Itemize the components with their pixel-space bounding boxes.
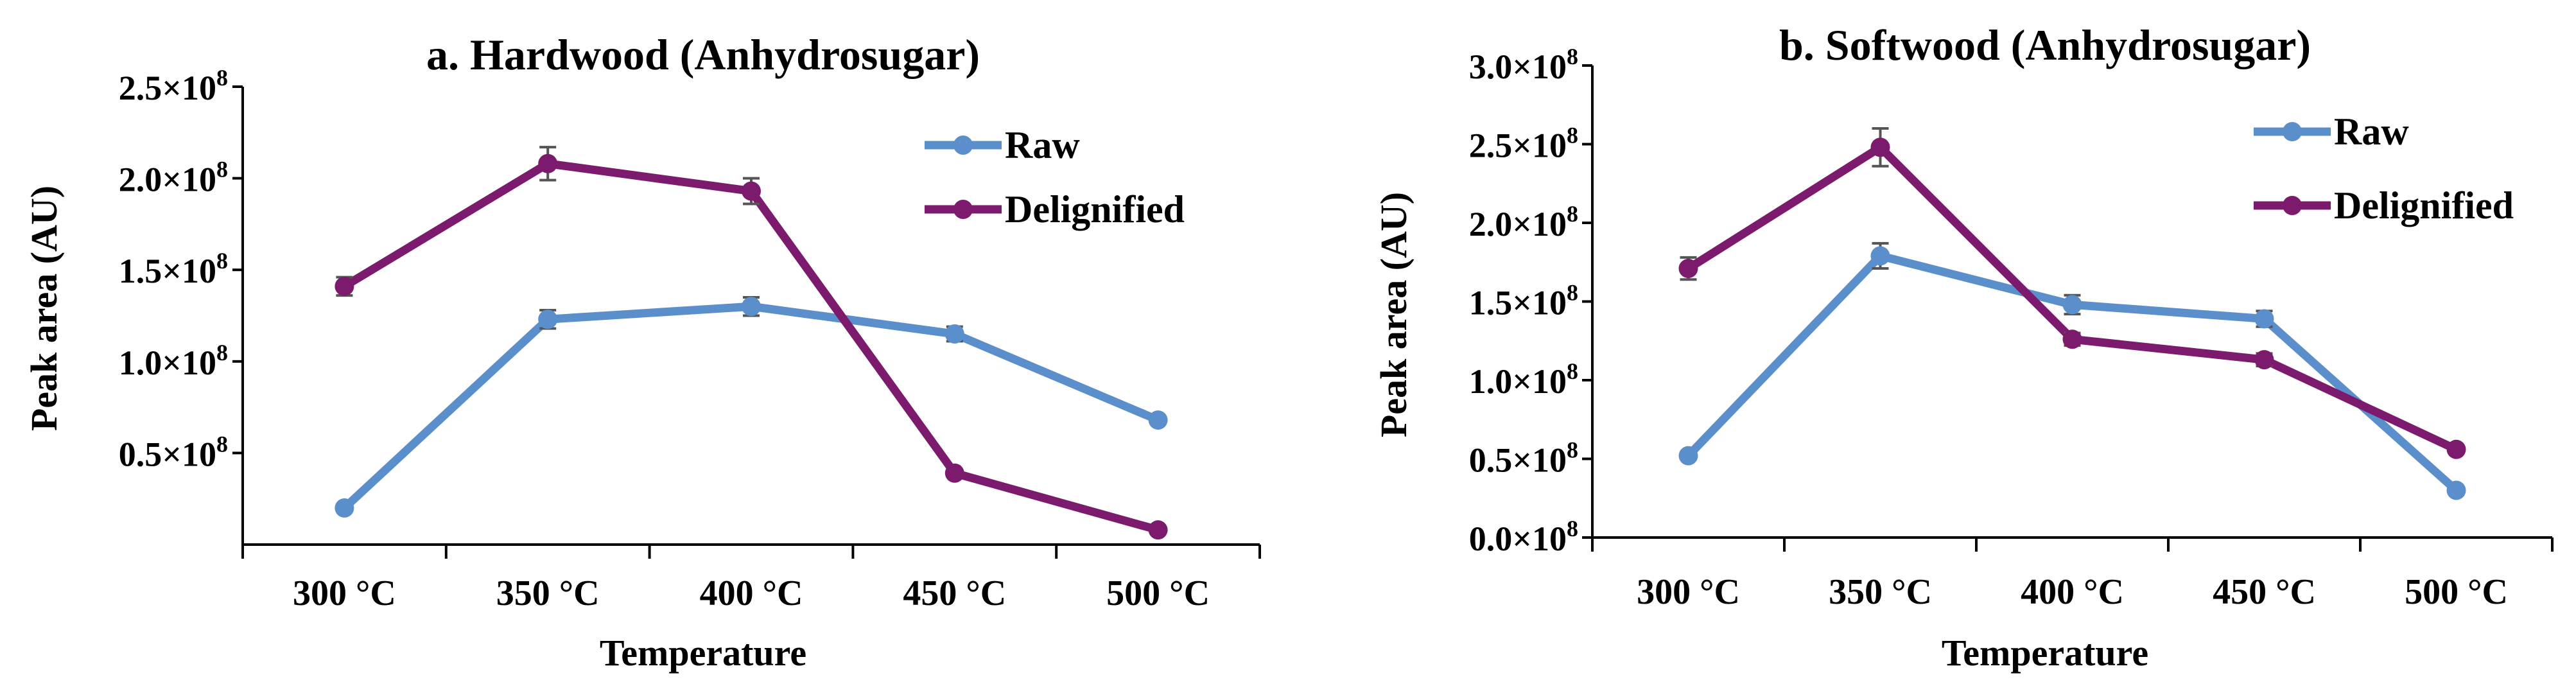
panel-a-y-tick-label: 2.5×108 xyxy=(119,65,228,107)
panel-b-y-tick-label: 2.0×108 xyxy=(1469,201,1578,243)
panel-a-x-axis-label: Temperature xyxy=(600,632,806,674)
panel-a-raw-point xyxy=(742,297,761,317)
panel-b-legend-marker-delignified xyxy=(2283,196,2302,215)
panel-a-y-axis-label: Peak area (AU) xyxy=(23,186,65,431)
panel-a-x-tick-label: 450 °C xyxy=(903,573,1006,613)
panel-a-raw-point xyxy=(538,310,558,329)
panel-b-raw-point xyxy=(1870,246,1890,266)
panel-a-x-tick-label: 400 °C xyxy=(700,573,803,613)
panel-b-softwood: b. Softwood (Anhydrosugar) Temperature P… xyxy=(1373,21,2554,674)
panel-a-legend-raw: Raw xyxy=(925,124,1080,166)
panel-b-raw-point xyxy=(1678,446,1698,466)
panel-b-y-tick-label: 2.5×108 xyxy=(1469,123,1578,165)
panel-a-raw-line xyxy=(340,302,1163,512)
panel-a-delignified-point xyxy=(944,463,964,483)
panel-b-delignified-point xyxy=(2062,329,2082,349)
panel-a-x-tick-label: 500 °C xyxy=(1106,573,1210,613)
panel-a-hardwood: a. Hardwood (Anhydrosugar) Temperature P… xyxy=(23,30,1261,674)
panel-b-raw-point xyxy=(2062,295,2082,315)
panel-a-legend-marker-raw xyxy=(953,136,973,155)
panel-b-title: b. Softwood (Anhydrosugar) xyxy=(1779,21,2311,69)
panel-b-x-tick-label: 300 °C xyxy=(1637,572,1740,612)
panel-a-y-tick-label: 2.0×108 xyxy=(119,157,228,199)
panel-b-x-tick-label: 350 °C xyxy=(1829,572,1932,612)
panel-a-legend-label-raw: Raw xyxy=(1005,124,1080,166)
panel-a-y-tick-label: 0.5×108 xyxy=(119,431,228,473)
panel-b-x-tick-label: 400 °C xyxy=(2021,572,2124,612)
panel-b-x-tick-label: 450 °C xyxy=(2213,572,2316,612)
panel-a-y-tick-label: 1.0×108 xyxy=(119,340,228,382)
panel-b-delignified-point xyxy=(2254,350,2274,370)
panel-b-y-axis-label: Peak area (AU) xyxy=(1373,192,1414,437)
panel-b-x-axis-label: Temperature xyxy=(1942,632,2148,674)
panel-b-legend-marker-raw xyxy=(2283,122,2302,141)
panel-b-legend-delignified: Delignified xyxy=(2254,184,2514,227)
panel-b-x-tick-label: 500 °C xyxy=(2405,572,2508,612)
panel-b-legend-raw: Raw xyxy=(2254,110,2409,153)
panel-a-legend-delignified: Delignified xyxy=(925,188,1185,231)
panel-a-raw-point xyxy=(944,324,964,344)
panel-b-y-tick-label: 1.0×108 xyxy=(1469,358,1578,401)
panel-b-legend-label-raw: Raw xyxy=(2334,110,2409,153)
panel-b-delignified-point xyxy=(1870,137,1890,157)
panel-b-delignified-point xyxy=(1678,259,1698,279)
panel-b-raw-point xyxy=(2254,309,2274,329)
panel-b-y-tick-label: 1.5×108 xyxy=(1469,280,1578,322)
panel-b-delignified-point xyxy=(2446,439,2466,459)
panel-a-legend-label-delignified: Delignified xyxy=(1005,188,1185,231)
panel-b-y-tick-label: 0.5×108 xyxy=(1469,437,1578,480)
panel-a-delignified-point xyxy=(742,181,761,201)
panel-b-raw-line xyxy=(1684,251,2460,494)
panel-b-raw-point xyxy=(2446,480,2466,500)
panel-a-delignified-point xyxy=(335,276,354,296)
panel-a-y-tick-label: 1.5×108 xyxy=(119,248,228,290)
panel-b-legend-label-delignified: Delignified xyxy=(2334,184,2514,227)
panel-a-title: a. Hardwood (Anhydrosugar) xyxy=(426,30,980,79)
panel-a-raw-point xyxy=(335,498,354,518)
panel-a-x-tick-label: 300 °C xyxy=(293,573,396,613)
panel-a-x-tick-label: 350 °C xyxy=(496,573,600,613)
panel-a-raw-point xyxy=(1148,410,1168,430)
panel-a-legend-marker-delignified xyxy=(953,200,973,219)
panel-b-y-tick-label: 3.0×108 xyxy=(1469,44,1578,86)
panel-b-y-tick-label: 0.0×108 xyxy=(1469,516,1578,558)
panel-a-delignified-point xyxy=(538,153,558,173)
panel-a-delignified-point xyxy=(1148,520,1168,540)
